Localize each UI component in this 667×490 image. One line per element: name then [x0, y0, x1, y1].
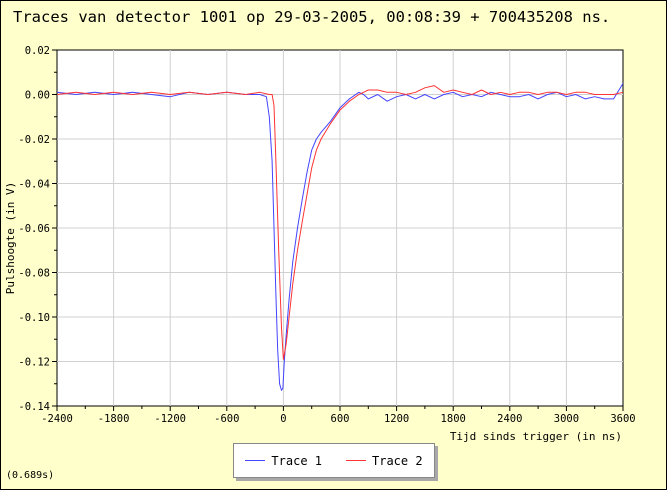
x-tick-label: 1200: [384, 413, 409, 425]
x-tick-label: -1200: [154, 413, 186, 425]
legend-label-trace-2: Trace 2: [372, 453, 423, 468]
y-tick-label: 0.02: [25, 45, 50, 57]
series-lines: [56, 83, 624, 391]
axis-ticks: -2400 -1800 -1200 -600 0 600 1200 1800 2400 3000 3…: [18, 45, 635, 425]
y-tick-label: -0.10: [18, 312, 50, 324]
x-tick-label: -1800: [98, 413, 130, 425]
x-tick-label: 0: [280, 413, 286, 425]
y-axis-label: Pulshoogte (in V): [4, 182, 17, 295]
gridlines: [57, 50, 623, 406]
x-tick-label: 3000: [554, 413, 579, 425]
render-time: (0.689s): [6, 470, 54, 481]
legend-swatch-trace-2: [346, 460, 366, 461]
y-tick-label: -0.02: [18, 134, 50, 146]
x-tick-label: 2400: [497, 413, 522, 425]
y-tick-label: -0.06: [18, 223, 50, 235]
y-tick-label: -0.14: [18, 401, 50, 413]
x-tick-label: 600: [331, 413, 350, 425]
y-tick-label: -0.08: [18, 268, 50, 280]
y-tick-label: -0.04: [18, 179, 50, 191]
series-line-1: [56, 83, 624, 391]
legend-swatch-trace-1: [245, 460, 266, 461]
y-tick-label: 0.00: [25, 90, 50, 102]
x-tick-label: 3600: [610, 413, 635, 425]
x-tick-label: -2400: [41, 413, 73, 425]
legend-item-trace-2: Trace 2: [346, 454, 423, 468]
x-tick-label: 1800: [441, 413, 466, 425]
y-tick-label: -0.12: [18, 357, 50, 369]
legend-item-trace-1: Trace 1: [245, 454, 322, 468]
chart-legend: Trace 1 Trace 2: [233, 443, 435, 478]
x-tick-label: -600: [214, 413, 239, 425]
legend-label-trace-1: Trace 1: [271, 453, 322, 468]
chart-title: Traces van detector 1001 op 29-03-2005, …: [13, 8, 610, 26]
series-line-2: [56, 85, 624, 360]
x-axis-label: Tijd sinds trigger (in ns): [450, 430, 622, 443]
